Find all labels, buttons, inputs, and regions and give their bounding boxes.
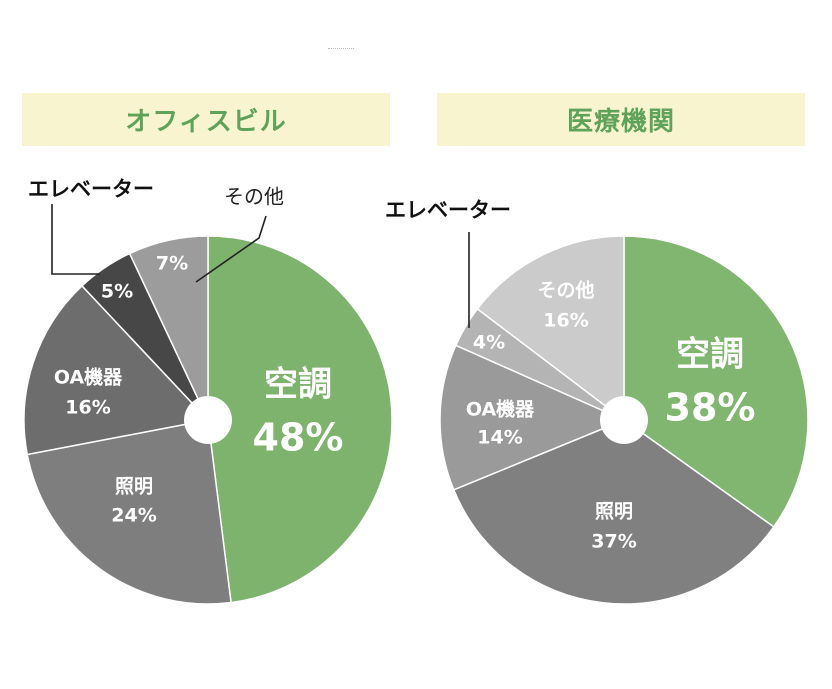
- slice-value-aircon: 48%: [253, 416, 344, 460]
- leader-line-elevator: [51, 204, 100, 275]
- slice-label-oa: OA機器: [54, 366, 123, 389]
- pie-chart-medical-institution: [439, 235, 809, 605]
- slice-value-other: 16%: [543, 310, 588, 332]
- slice-value-lighting: 24%: [111, 505, 156, 527]
- callout-label-elevator: エレベーター: [385, 198, 511, 222]
- pie-slice-other: [476, 235, 625, 422]
- slice-label-aircon: 空調: [264, 365, 332, 405]
- slice-label-lighting: 照明: [595, 501, 633, 523]
- callout-label-other: その他: [224, 185, 284, 209]
- slice-label-other: その他: [537, 279, 594, 302]
- decorative-dash: [328, 48, 354, 49]
- slice-value-oa: 14%: [477, 427, 522, 449]
- slice-label-oa: OA機器: [466, 398, 535, 421]
- pie-slice-other: [128, 235, 209, 421]
- slice-value-oa: 16%: [65, 397, 110, 419]
- pie-slice-lighting: [452, 419, 775, 605]
- slice-value-elevator: 5%: [101, 281, 133, 303]
- pie-slice-lighting: [26, 419, 232, 605]
- pie-center-hole: [184, 396, 232, 444]
- pie-slice-aircon: [207, 235, 393, 604]
- chart-title-office-building: オフィスビル: [22, 93, 390, 146]
- pie-slice-oa: [439, 344, 626, 491]
- leader-line-other: [195, 215, 267, 283]
- chart-title-medical-institution: 医療機関: [437, 93, 805, 146]
- pie-slice-oa: [23, 284, 210, 456]
- callout-label-elevator: エレベーター: [28, 177, 154, 201]
- pie-chart-office-building: [23, 235, 393, 605]
- slice-value-elevator: 4%: [473, 332, 505, 354]
- slice-label-aircon: 空調: [676, 335, 744, 375]
- slice-label-lighting: 照明: [115, 476, 153, 498]
- pie-center-hole: [600, 396, 648, 444]
- slice-value-lighting: 37%: [591, 531, 636, 553]
- slice-value-aircon: 38%: [665, 386, 756, 430]
- pie-slice-aircon: [623, 235, 809, 528]
- slice-value-other: 7%: [156, 253, 188, 275]
